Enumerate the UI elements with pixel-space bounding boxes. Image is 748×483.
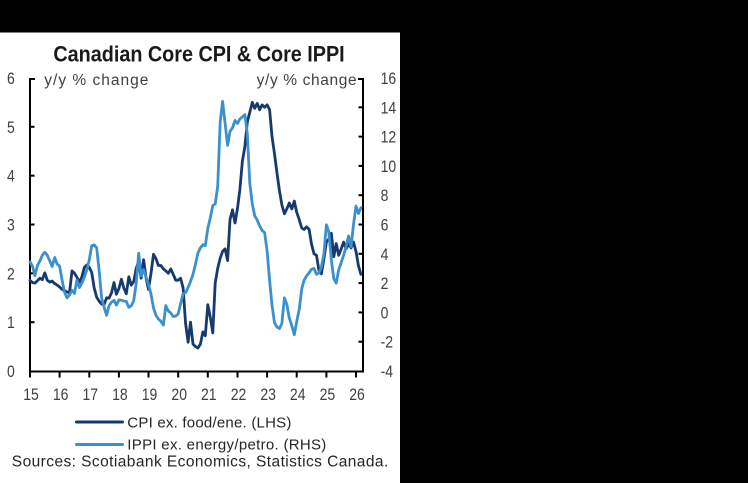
svg-text:21: 21 [201, 386, 217, 404]
svg-text:12: 12 [381, 129, 397, 147]
svg-text:0: 0 [381, 304, 389, 322]
svg-text:4: 4 [381, 246, 389, 264]
svg-text:2: 2 [7, 265, 15, 283]
svg-text:0: 0 [7, 363, 15, 381]
svg-text:17: 17 [83, 386, 99, 404]
svg-text:16: 16 [53, 386, 69, 404]
svg-text:y/y % change: y/y % change [44, 72, 149, 89]
svg-text:19: 19 [142, 386, 158, 404]
svg-text:Sources: Scotiabank Economics,: Sources: Scotiabank Economics, Statistic… [12, 454, 389, 471]
svg-text:CPI ex. food/ene. (LHS): CPI ex. food/ene. (LHS) [127, 415, 291, 432]
svg-text:23: 23 [260, 386, 276, 404]
svg-text:3: 3 [7, 216, 15, 234]
svg-text:10: 10 [381, 158, 397, 176]
svg-text:18: 18 [112, 386, 128, 404]
svg-text:16: 16 [381, 70, 397, 88]
svg-text:IPPI ex. energy/petro. (RHS): IPPI ex. energy/petro. (RHS) [127, 437, 326, 454]
svg-text:Canadian Core CPI & Core IPPI: Canadian Core CPI & Core IPPI [53, 43, 344, 67]
svg-text:5: 5 [7, 119, 15, 137]
svg-text:2: 2 [381, 275, 389, 293]
svg-text:1: 1 [7, 314, 15, 332]
svg-text:6: 6 [381, 216, 389, 234]
svg-text:y/y % change: y/y % change [257, 72, 358, 89]
svg-text:24: 24 [290, 386, 306, 404]
svg-text:25: 25 [320, 386, 336, 404]
svg-text:4: 4 [7, 168, 15, 186]
svg-text:14: 14 [381, 99, 397, 117]
svg-text:8: 8 [381, 187, 389, 205]
svg-text:22: 22 [231, 386, 247, 404]
svg-text:20: 20 [171, 386, 187, 404]
svg-text:15: 15 [23, 386, 39, 404]
svg-text:26: 26 [349, 386, 365, 404]
svg-text:-2: -2 [381, 334, 393, 352]
svg-text:-4: -4 [381, 363, 394, 381]
svg-text:6: 6 [7, 70, 15, 88]
